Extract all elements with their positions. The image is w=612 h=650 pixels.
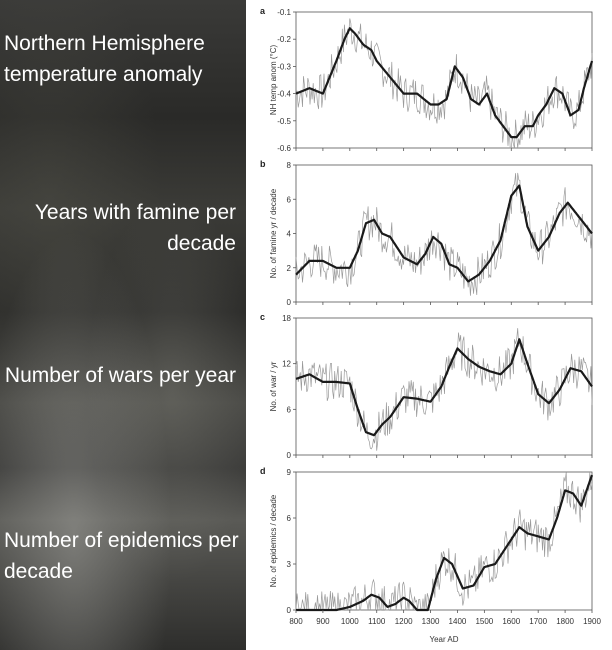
x-tick-label: 1200	[395, 617, 413, 626]
label-epidemics-per-decade: Number of epidemics per decade	[4, 529, 239, 583]
chart-area: a -0.1 -0.2 -0.3 -0.4 -0.5 -0.6 NH temp anom (°…	[260, 6, 601, 644]
x-tick-label: 1600	[502, 617, 520, 626]
y-tick-label: -0.4	[277, 90, 291, 99]
x-axis-label: Year AD	[429, 635, 458, 644]
x-tick-label: 1000	[341, 617, 359, 626]
y-tick-label: -0.1	[277, 8, 291, 17]
y-tick-label: 2	[287, 264, 292, 273]
y-tick-label: 12	[282, 360, 291, 369]
y-tick-label: 18	[282, 314, 291, 323]
x-tick-label: 1100	[368, 617, 386, 626]
smoothed-series-line	[295, 474, 594, 612]
raw-series-line	[295, 471, 593, 611]
label-temperature-anomaly: Northern Hemisphere temperature anomaly	[4, 32, 205, 86]
plot-frame-d	[295, 471, 593, 611]
y-tick-label: 0	[287, 298, 292, 307]
y-tick-label: 3	[287, 560, 292, 569]
panel-letter-a: a	[260, 6, 266, 16]
x-tick-label: 900	[316, 617, 330, 626]
panel-c: c 0 6 12 18 No. of war / yr	[260, 312, 593, 460]
y-tick-label: -0.3	[277, 62, 291, 71]
panel-letter-d: d	[260, 466, 266, 476]
smoothed-series-line	[295, 27, 594, 139]
smoothed-series-line	[295, 184, 593, 283]
y-tick-label: 8	[287, 161, 292, 170]
y-tick-label: -0.2	[277, 35, 291, 44]
smoothed-series-line	[295, 338, 593, 437]
winter-landscape-image	[0, 0, 246, 650]
y-axis-label: No. of war / yr	[269, 361, 278, 411]
panel-a: a -0.1 -0.2 -0.3 -0.4 -0.5 -0.6 NH temp anom (°…	[260, 6, 594, 153]
panel-letter-b: b	[260, 159, 266, 169]
x-tick-label: 1900	[583, 617, 601, 626]
y-axis-label: No. of epidemics / decade	[269, 494, 278, 587]
y-tick-label: 0	[287, 606, 292, 615]
panel-d: d 0 3 6 9 No. of epidemics / decade 800 900 1000…	[260, 466, 601, 644]
label-wars-per-year: Number of wars per year	[4, 364, 236, 387]
x-tick-label: 1400	[449, 617, 467, 626]
y-tick-label: -0.6	[277, 144, 291, 153]
background-painting-panel: Northern Hemisphere temperature anomaly …	[0, 0, 246, 650]
label-famine-per-decade: Years with famine per decade	[34, 201, 236, 255]
x-tick-label: 800	[289, 617, 303, 626]
panel-b: b 0 2 4 6 8 No. of famine yr / decade	[260, 159, 593, 307]
raw-series-line	[295, 18, 593, 149]
y-axis-label: NH temp anom (°C)	[269, 45, 278, 116]
y-axis-label: No. of famine yr / decade	[269, 188, 278, 278]
y-tick-label: 4	[287, 230, 292, 239]
y-tick-label: 6	[287, 405, 292, 414]
y-tick-label: 9	[287, 468, 292, 477]
y-tick-label: -0.5	[277, 117, 291, 126]
plot-frame-b	[295, 164, 593, 303]
panel-letter-c: c	[260, 312, 265, 322]
y-tick-label: 6	[287, 195, 292, 204]
x-tick-label: 1800	[556, 617, 574, 626]
y-tick-label: 0	[287, 451, 292, 460]
x-tick-label: 1500	[475, 617, 493, 626]
plot-frame-a	[295, 11, 593, 149]
y-tick-label: 6	[287, 514, 292, 523]
x-tick-label: 1300	[422, 617, 440, 626]
raw-series-line	[295, 328, 593, 451]
raw-series-line	[295, 172, 593, 296]
x-tick-label: 1700	[529, 617, 547, 626]
